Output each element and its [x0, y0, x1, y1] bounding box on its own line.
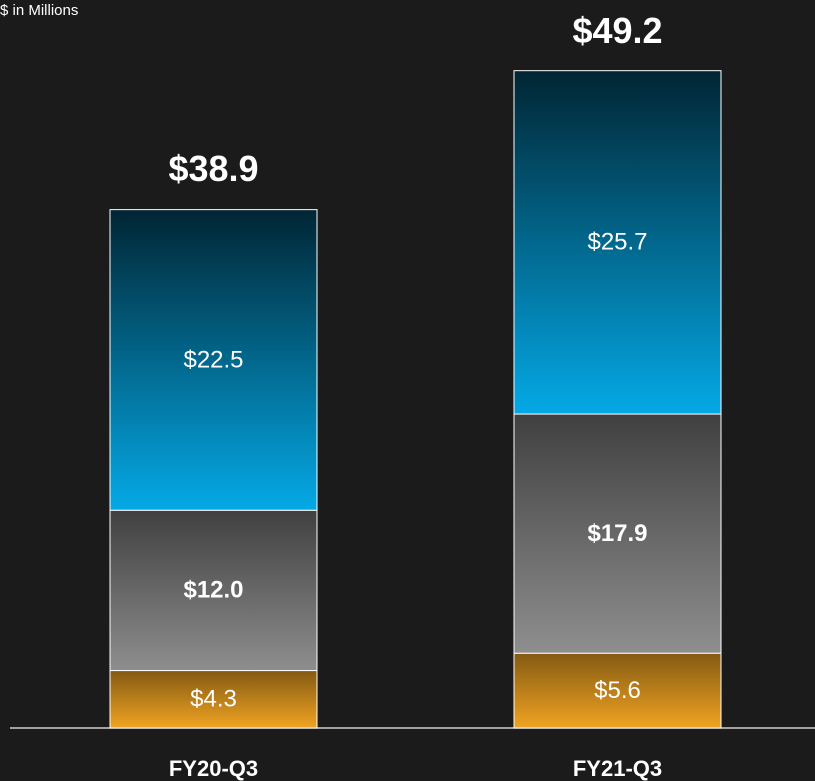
bar-segment [109, 509, 318, 672]
bar-segment [109, 670, 318, 729]
value-label: $5.6 [594, 677, 641, 704]
bar-segment [513, 70, 722, 415]
bar-segment [109, 209, 318, 511]
value-label: $25.7 [587, 229, 647, 256]
total-label: $49.2 [572, 10, 662, 51]
value-label: $22.5 [183, 346, 243, 373]
value-label: $12.0 [183, 577, 243, 604]
bar-segment [513, 652, 722, 729]
x-tick-label: FY20-Q3 [169, 756, 258, 781]
chart-subtitle: $ in Millions [0, 2, 78, 19]
x-tick-label: FY21-Q3 [573, 756, 662, 781]
value-label: $4.3 [190, 686, 237, 713]
value-label: $17.9 [587, 520, 647, 547]
bar-segment [513, 413, 722, 654]
total-label: $38.9 [168, 148, 258, 189]
